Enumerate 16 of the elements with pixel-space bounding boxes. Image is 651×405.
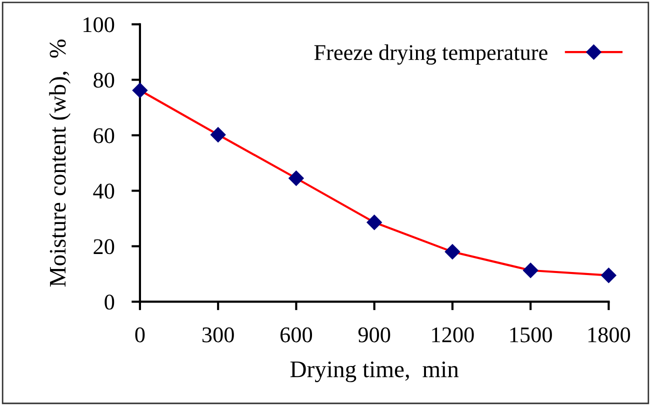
y-axis-title: Moisture content (wb), % (49, 40, 71, 287)
x-tick-label: 1800 (588, 327, 630, 342)
y-tick-label: 0 (104, 294, 114, 310)
y-tick-label: 60 (94, 128, 114, 144)
x-tick-label: 1500 (510, 327, 552, 342)
x-tick-label: 1200 (432, 327, 474, 342)
x-tick-label: 900 (358, 327, 390, 342)
y-tick-label: 20 (94, 239, 114, 254)
legend-label: Freeze drying temperature (314, 44, 548, 65)
y-tick-label: 40 (93, 184, 114, 199)
x-tick-label: 300 (202, 327, 234, 342)
y-tick-label: 80 (94, 72, 114, 88)
x-tick-label: 0 (135, 327, 145, 342)
x-tick-label: 600 (280, 327, 312, 342)
x-axis-title: Drying time, min (290, 361, 459, 382)
y-tick-label: 100 (84, 17, 114, 32)
